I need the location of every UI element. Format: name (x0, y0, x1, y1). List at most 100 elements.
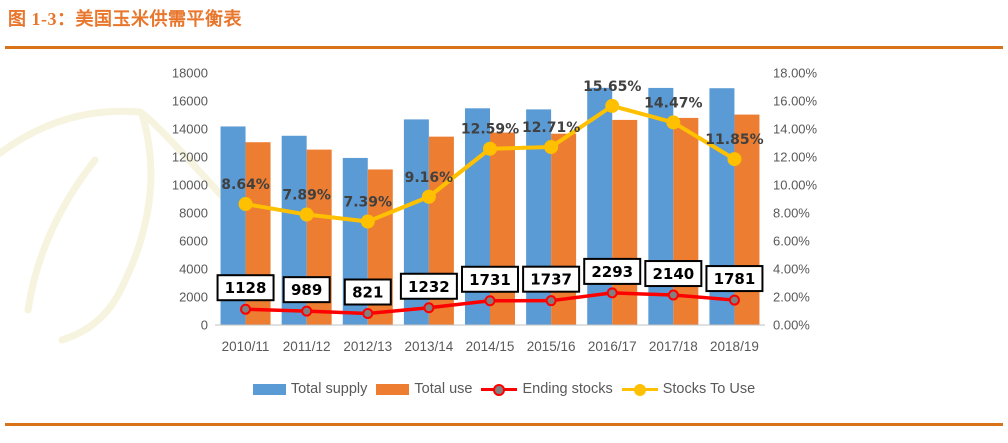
right-axis-tick: 6.00% (773, 234, 810, 249)
legend-item-total-supply: Total supply (252, 381, 368, 397)
left-axis-tick: 8000 (179, 206, 208, 221)
watermark-curve (58, 110, 155, 344)
ending-stocks-point (667, 289, 679, 301)
right-axis-tick: 18.00% (773, 66, 818, 81)
left-axis-tick: 14000 (172, 122, 208, 137)
ending-stocks-point (606, 287, 618, 299)
stocks-to-use-label: 14.47% (644, 95, 702, 111)
stocks-to-use-label: 9.16% (405, 170, 454, 186)
watermark-curve (0, 107, 144, 158)
ending-stocks-label: 1128 (225, 279, 267, 297)
legend-swatch-bar (376, 383, 410, 395)
right-axis-tick: 16.00% (773, 94, 818, 109)
ending-stocks-label-box (522, 265, 581, 293)
stocks-to-use-label: 8.64% (221, 177, 270, 193)
figure-title: 图 1-3：美国玉米供需平衡表 (8, 9, 242, 29)
x-axis-label: 2011/12 (283, 339, 331, 354)
right-axis-tick: 12.00% (773, 150, 818, 165)
ending-stocks-label-box (216, 274, 275, 302)
ending-stocks-label: 1737 (530, 271, 572, 289)
bar-total-use (673, 117, 699, 325)
legend-label: Total use (414, 381, 473, 397)
bar-total-supply (587, 87, 613, 325)
stocks-to-use-label: 15.65% (583, 79, 641, 95)
stocks-to-use-point (666, 115, 681, 130)
legend-item-stocks-to-use: Stocks To Use (621, 381, 756, 397)
x-axis-label: 2016/17 (588, 339, 637, 354)
ending-stocks-point (484, 295, 496, 307)
right-axis-tick: 8.00% (773, 206, 810, 221)
x-axis-label: 2015/16 (527, 339, 576, 354)
x-axis-label: 2014/15 (466, 339, 515, 354)
stocks-to-use-label: 12.71% (522, 120, 580, 136)
stocks-to-use-point (727, 152, 742, 167)
stocks-to-use-point (605, 98, 620, 113)
x-axis-label: 2010/11 (222, 339, 270, 354)
right-axis-tick: 0.00% (773, 318, 810, 333)
legend-swatch-line (481, 382, 518, 396)
ending-stocks-label: 1781 (714, 270, 756, 288)
legend-swatch-line (621, 382, 658, 396)
x-axis-label: 2017/18 (649, 339, 698, 354)
ending-stocks-label-box (399, 272, 458, 300)
left-axis-tick: 2000 (179, 290, 208, 305)
stocks-to-use-label: 12.59% (461, 122, 519, 138)
right-axis-tick: 10.00% (773, 178, 818, 193)
left-axis-tick: 18000 (172, 66, 208, 81)
ending-stocks-label-box (343, 278, 392, 306)
stocks-to-use-point (238, 197, 253, 212)
ending-stocks-label-box (705, 265, 764, 293)
ending-stocks-point (301, 305, 313, 317)
corn-supply-demand-chart: 0 2000 4000 6000 8000 10000 12000 14000 16000 180… (0, 66, 818, 354)
bar-total-use (490, 132, 515, 325)
ending-stocks-point (423, 302, 435, 314)
ending-stocks-label-box (461, 265, 519, 293)
bottom-divider (5, 423, 1003, 426)
left-axis-tick: 16000 (172, 94, 208, 109)
x-axis-label: 2013/14 (404, 339, 453, 354)
stocks-to-use-label: 7.89% (282, 188, 331, 204)
bar-total-use (551, 133, 577, 325)
stocks-to-use-point (544, 140, 559, 155)
left-axis-tick: 12000 (172, 150, 208, 165)
ending-stocks-label: 821 (352, 284, 383, 302)
legend-marker-dot (493, 384, 506, 396)
left-axis-tick: 0 (201, 318, 208, 333)
legend-label: Stocks To Use (662, 381, 756, 397)
legend-marker-dot (633, 384, 646, 396)
left-axis-tick: 6000 (179, 234, 208, 249)
left-axis-tick: 4000 (179, 262, 208, 277)
legend-label: Ending stocks (522, 381, 613, 397)
ending-stocks-label: 1731 (469, 271, 511, 289)
chart-legend: Total supply Total use Ending stocks Stocks… (130, 377, 878, 401)
x-axis-label: 2012/13 (343, 339, 392, 354)
legend-label: Total supply (290, 381, 368, 397)
legend-item-total-use: Total use (376, 381, 472, 397)
stocks-to-use-label: 7.39% (343, 195, 392, 211)
legend-swatch-bar (252, 383, 286, 395)
top-divider (5, 46, 1003, 49)
ending-stocks-label: 2140 (652, 265, 694, 283)
ending-stocks-label: 2293 (591, 263, 633, 281)
right-axis-tick: 4.00% (773, 262, 810, 277)
ending-stocks-label: 1232 (408, 278, 450, 296)
stocks-to-use-point (421, 189, 436, 204)
legend-item-ending-stocks: Ending stocks (481, 381, 613, 397)
ending-stocks-label: 989 (291, 281, 322, 299)
ending-stocks-point (545, 295, 557, 307)
stocks-to-use-label: 11.85% (705, 132, 763, 148)
ending-stocks-point (362, 308, 374, 320)
watermark-curve (24, 156, 99, 314)
ending-stocks-point (728, 294, 740, 306)
ending-stocks-label-box (644, 260, 703, 288)
stocks-to-use-point (483, 141, 497, 156)
stocks-to-use-point (299, 207, 314, 222)
right-axis-tick: 14.00% (773, 122, 818, 137)
left-axis-tick: 10000 (172, 178, 208, 193)
ending-stocks-point (240, 303, 252, 315)
x-axis-label: 2018/19 (710, 339, 759, 354)
ending-stocks-label-box (282, 276, 331, 304)
stocks-to-use-point (360, 214, 375, 229)
right-axis-tick: 2.00% (773, 290, 810, 305)
